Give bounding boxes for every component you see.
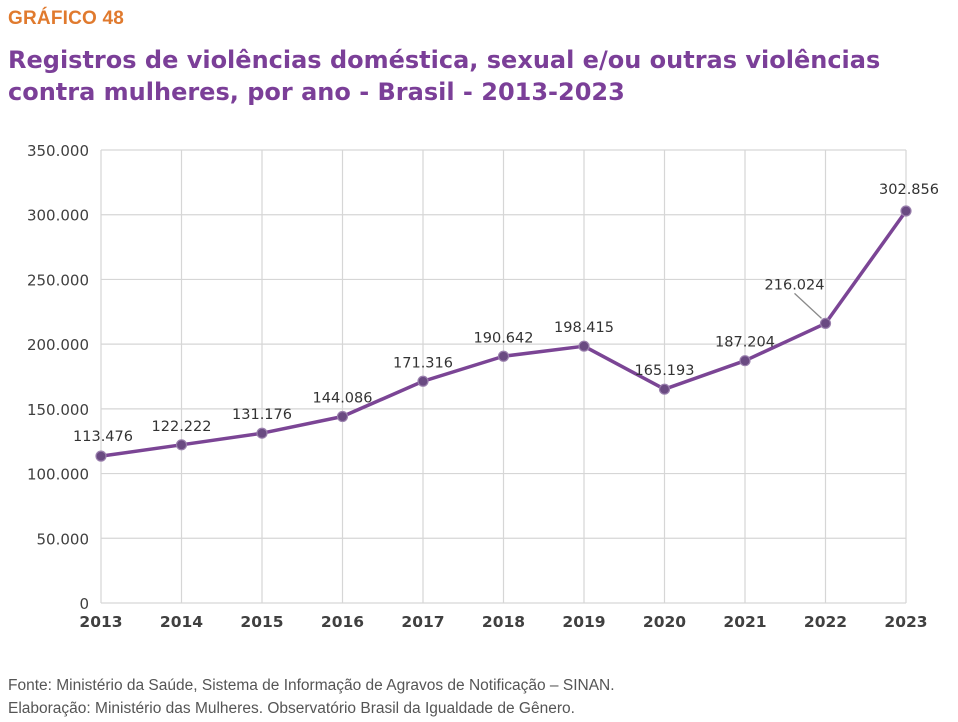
data-label: 131.176 [232,407,292,423]
data-point [95,450,107,462]
data-point [336,410,349,423]
data-point [819,317,832,330]
credit-text: Elaboração: Ministério das Mulheres. Obs… [8,700,575,717]
data-label: 144.086 [313,391,373,407]
x-tick-label: 2019 [562,613,605,631]
x-tick-label: 2023 [884,613,927,631]
data-label: 198.415 [554,320,614,336]
y-tick-label: 0 [79,595,89,613]
y-tick-label: 300.000 [27,207,89,225]
chart-label: GRÁFICO 48 [8,8,125,29]
data-point [578,340,590,352]
data-point [256,427,268,439]
chart-title: Registros de violências doméstica, sexua… [8,46,881,106]
y-tick-label: 250.000 [27,271,89,289]
x-tick-label: 2016 [321,613,364,631]
line-chart: 0 50.000 100.000 150.000 200.000 250.000 300.0… [27,142,939,631]
data-point [900,205,912,217]
y-tick-label: 350.000 [27,142,89,160]
x-tick-label: 2021 [723,613,766,631]
data-point [739,355,751,367]
y-tick-label: 150.000 [27,401,89,419]
data-label: 113.476 [73,429,133,445]
x-tick-label: 2017 [401,613,444,631]
x-tick-label: 2014 [160,613,203,631]
y-tick-label: 200.000 [27,336,89,354]
x-tick-label: 2013 [79,613,122,631]
data-point [658,383,671,395]
y-tick-label: 100.000 [27,466,89,484]
data-label: 190.642 [474,330,534,346]
data-label: 187.204 [715,335,775,351]
data-point [175,439,188,451]
data-point [497,350,510,362]
x-tick-label: 2018 [482,613,525,631]
data-label: 302.856 [879,182,939,198]
data-label: 122.222 [152,419,212,435]
data-label: 171.316 [393,355,453,371]
x-tick-label: 2015 [240,613,283,631]
data-label: 165.193 [635,363,695,379]
source-note: Fonte: Ministério da Saúde, Sistema de I… [8,674,615,720]
x-tick-label: 2020 [643,613,686,631]
x-tick-label: 2022 [804,613,847,631]
data-point [417,375,429,387]
y-tick-label: 50.000 [37,530,90,548]
leader-line [794,292,822,319]
data-label: 216.024 [765,277,825,293]
source-text: Fonte: Ministério da Saúde, Sistema de I… [8,677,615,694]
